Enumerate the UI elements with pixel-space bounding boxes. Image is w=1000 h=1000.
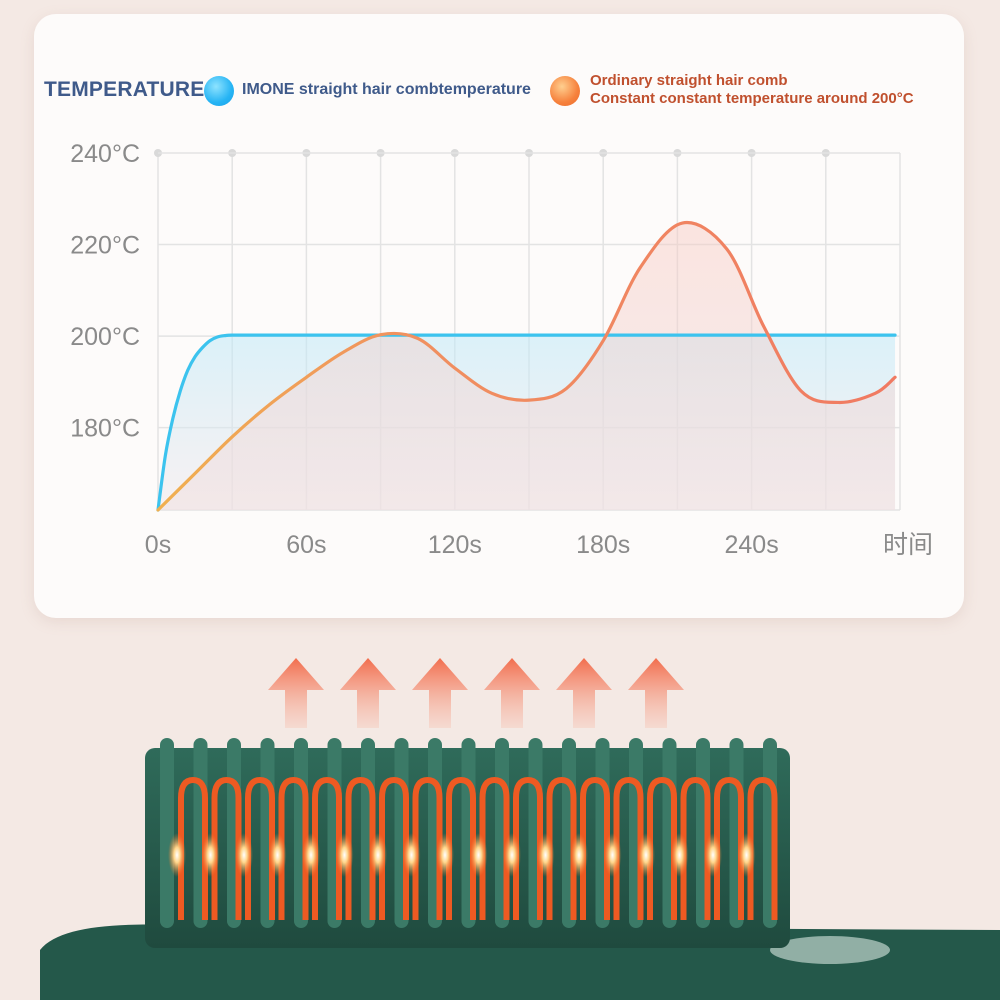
heat-arrow-icon bbox=[556, 658, 612, 728]
heating-coil bbox=[747, 776, 778, 920]
chart-card bbox=[34, 14, 964, 618]
series-line-imone bbox=[156, 333, 897, 512]
heating-coils bbox=[168, 776, 778, 920]
x-tick-label: 0s bbox=[145, 531, 171, 559]
heat-arrow-icon bbox=[484, 658, 540, 728]
coil-glow bbox=[503, 833, 521, 877]
series-lines bbox=[156, 220, 897, 512]
temperature-chart: 180°C 200°C 220°C 240°C 0s 60s 120s 180s 240s 时间 bbox=[70, 140, 933, 559]
x-tick-label: 60s bbox=[286, 531, 326, 559]
y-tick-label: 180°C bbox=[70, 415, 140, 443]
heating-coil bbox=[245, 776, 275, 920]
coil-glow bbox=[201, 833, 220, 877]
coil-glow bbox=[168, 833, 186, 877]
heating-coil bbox=[613, 776, 644, 920]
legend-imone-label: IMONE straight hair combtemperature bbox=[242, 81, 531, 98]
x-tick-label: 180s bbox=[576, 531, 630, 559]
heating-coil bbox=[312, 776, 342, 920]
x-tick-label: 120s bbox=[428, 531, 482, 559]
legend-ordinary-label: Ordinary straight hair comb Constant con… bbox=[590, 72, 914, 108]
comb-base-highlight bbox=[770, 936, 890, 964]
coil-glow bbox=[302, 833, 320, 877]
x-tick-label: 240s bbox=[724, 531, 778, 559]
coil-glow bbox=[536, 833, 555, 877]
heating-coil bbox=[345, 776, 376, 920]
heating-coil bbox=[513, 776, 543, 920]
heating-coil bbox=[379, 776, 409, 920]
coil-glow bbox=[402, 833, 421, 877]
heating-coil bbox=[479, 776, 510, 920]
legend-title: TEMPERATURE bbox=[44, 78, 205, 101]
heating-coil bbox=[412, 776, 443, 920]
heating-coil bbox=[680, 776, 711, 920]
heat-arrow-icon bbox=[412, 658, 468, 728]
coil-glow bbox=[436, 833, 454, 877]
coil-glow bbox=[737, 833, 756, 877]
heating-coil bbox=[546, 776, 577, 920]
coil-glow bbox=[603, 833, 622, 877]
coil-glow bbox=[670, 833, 689, 877]
x-axis-label: 时间 bbox=[883, 530, 933, 559]
heat-arrow-icon bbox=[340, 658, 396, 728]
heating-coil bbox=[278, 776, 309, 920]
legend-ordinary-dot bbox=[550, 76, 580, 106]
heating-coil bbox=[580, 776, 610, 920]
coil-glow bbox=[235, 833, 253, 877]
heating-coil bbox=[647, 776, 677, 920]
heating-coil bbox=[714, 776, 744, 920]
series-area-ordinary bbox=[158, 222, 896, 510]
heating-coil bbox=[178, 776, 208, 920]
comb-tooth bbox=[160, 738, 174, 928]
area-fills bbox=[158, 222, 896, 510]
coil-glow bbox=[570, 833, 588, 877]
coil-glow bbox=[637, 833, 655, 877]
heating-coil bbox=[211, 776, 242, 920]
series-line-ordinary bbox=[156, 220, 897, 512]
y-tick-label: 200°C bbox=[70, 323, 140, 351]
heating-coil bbox=[446, 776, 476, 920]
legend-ordinary-line2: Constant constant temperature around 200… bbox=[590, 90, 914, 107]
heat-arrow-icon bbox=[628, 658, 684, 728]
coil-glow bbox=[704, 833, 722, 877]
legend-ordinary-line1: Ordinary straight hair comb bbox=[590, 72, 788, 89]
coil-glow bbox=[469, 833, 488, 877]
legend-imone-dot bbox=[204, 76, 234, 106]
y-tick-label: 240°C bbox=[70, 140, 140, 168]
y-tick-label: 220°C bbox=[70, 232, 140, 260]
heat-arrow-icon bbox=[268, 658, 324, 728]
comb-illustration bbox=[40, 658, 1000, 1000]
tick-labels: 180°C 200°C 220°C 240°C 0s 60s 120s 180s 240s 时间 bbox=[70, 140, 933, 559]
coil-glow bbox=[335, 833, 354, 877]
coil-glow bbox=[369, 833, 387, 877]
heat-arrows bbox=[268, 658, 684, 728]
coil-glow bbox=[268, 833, 287, 877]
